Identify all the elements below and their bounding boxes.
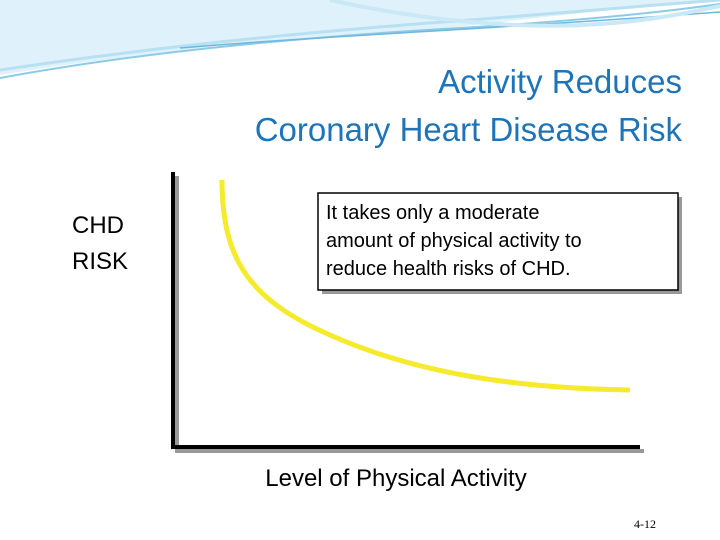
axes [171,172,644,453]
title-line: Activity Reduces [438,63,682,100]
callout-line: It takes only a moderate [326,202,539,224]
title-line: Coronary Heart Disease Risk [255,111,683,148]
callout-box [317,192,679,291]
y-axis-label: CHD [72,212,124,239]
page-number: 4-12 [634,517,656,531]
callout-line: amount of physical activity to [326,230,582,252]
x-axis-label: Level of Physical Activity [265,465,526,492]
risk-curve [219,179,631,393]
y-axis-label: RISK [72,248,128,275]
callout-line: reduce health risks of CHD. [326,258,571,280]
header-waves [0,0,720,79]
